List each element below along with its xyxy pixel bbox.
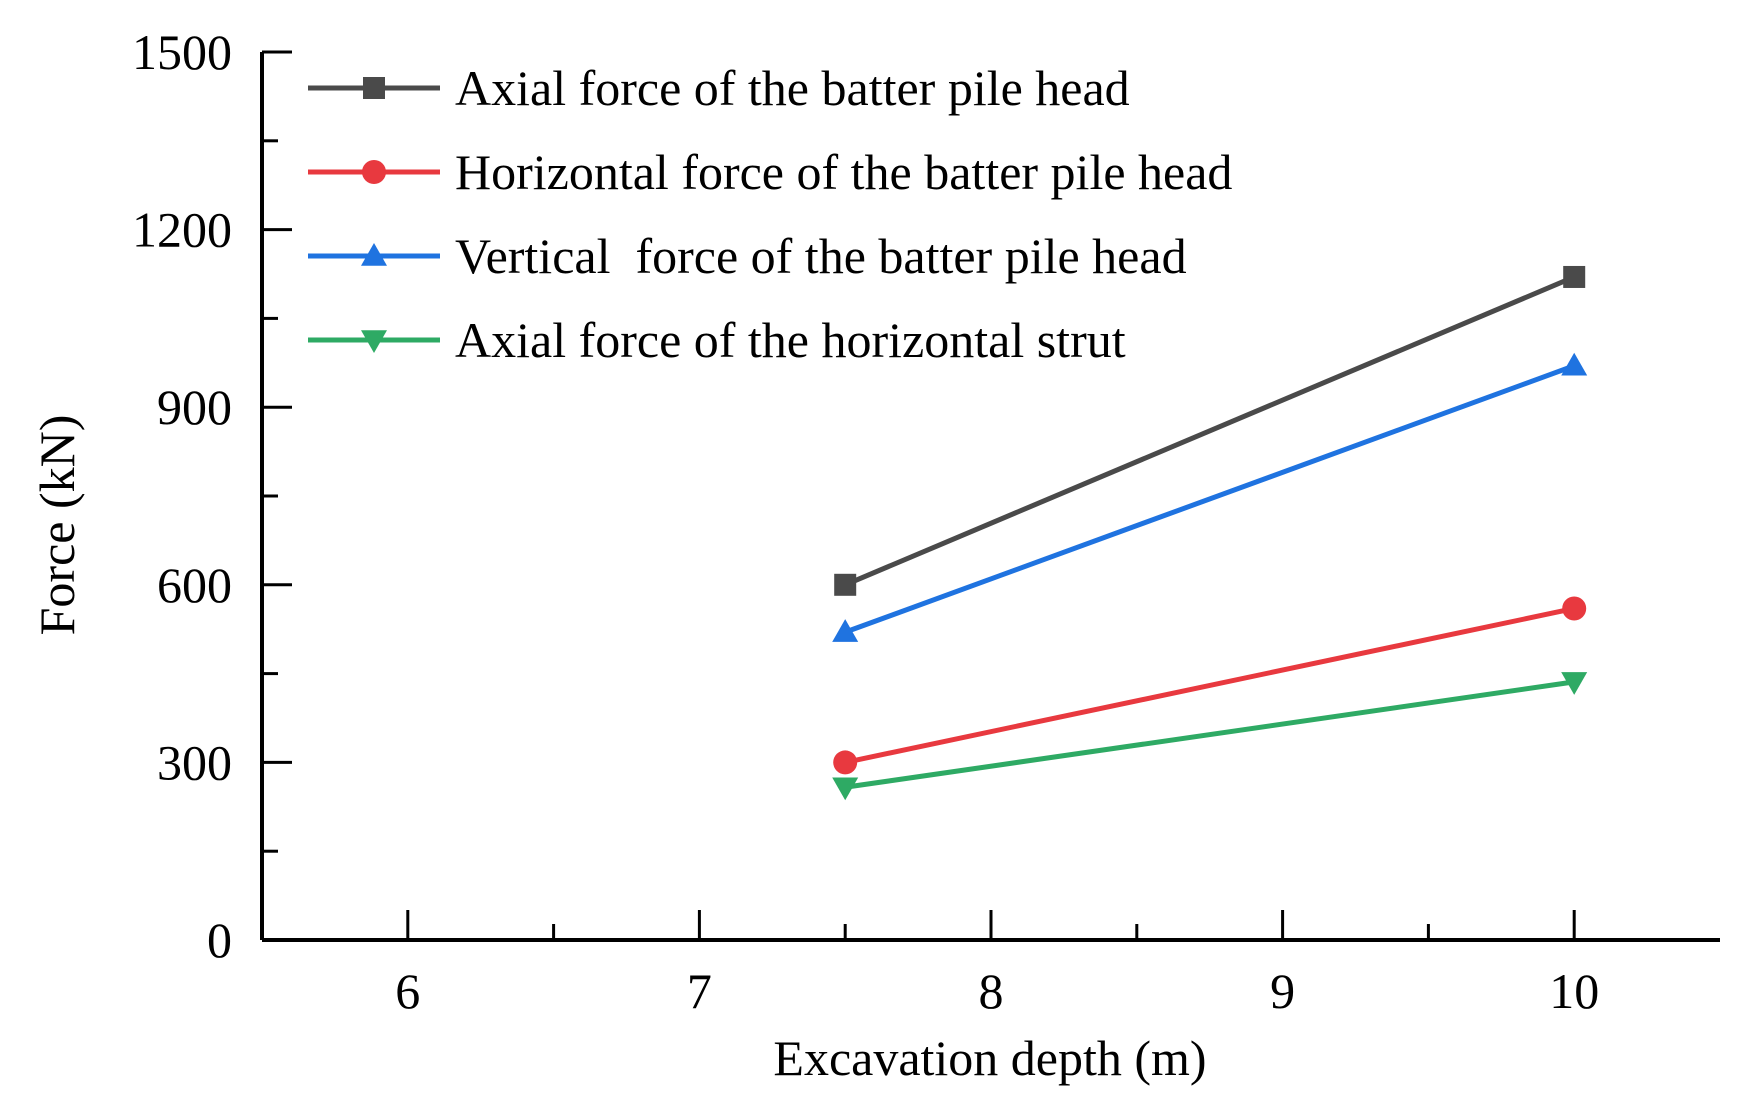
series-2 xyxy=(833,596,1587,775)
x-tick-label: 6 xyxy=(395,963,420,1019)
data-point xyxy=(833,750,858,775)
data-point xyxy=(1561,672,1588,695)
legend-item: Axial force of the horizontal strut xyxy=(308,312,1126,368)
data-point xyxy=(1563,265,1586,288)
series-line xyxy=(844,274,1576,588)
x-tick-label: 10 xyxy=(1549,963,1599,1019)
y-tick-label: 1500 xyxy=(132,24,232,80)
y-axis-title: Force (kN) xyxy=(29,415,85,636)
legend-item: Horizontal force of the batter pile head xyxy=(308,144,1232,200)
data-point xyxy=(832,777,859,801)
legend-marker xyxy=(363,77,385,99)
legend-marker xyxy=(361,330,387,353)
legend: Axial force of the batter pile head Horiz… xyxy=(308,60,1232,368)
series-line xyxy=(844,606,1575,765)
legend-item: Axial force of the batter pile head xyxy=(308,60,1130,116)
x-tick-label: 7 xyxy=(687,963,712,1019)
data-point xyxy=(1562,596,1587,621)
data-point xyxy=(834,573,857,596)
legend-label: Axial force of the horizontal strut xyxy=(455,312,1126,368)
legend-marker xyxy=(362,160,386,184)
legend-marker xyxy=(361,243,387,266)
legend-label: Horizontal force of the batter pile head xyxy=(455,144,1232,200)
legend-label: Axial force of the batter pile head xyxy=(455,60,1130,116)
data-point xyxy=(832,619,859,642)
x-tick-label: 8 xyxy=(979,963,1004,1019)
y-tick-label: 1200 xyxy=(132,202,232,258)
y-tick-label: 0 xyxy=(207,912,232,968)
data-point xyxy=(1561,352,1588,376)
x-axis-title: Excavation depth (m) xyxy=(773,1030,1206,1086)
legend-label: Vertical force of the batter pile head xyxy=(455,228,1187,284)
series-line xyxy=(844,363,1576,635)
y-tick-label: 900 xyxy=(157,379,232,435)
series-layer xyxy=(832,265,1588,801)
series-1 xyxy=(834,265,1586,596)
legend-item: Vertical force of the batter pile head xyxy=(308,228,1187,284)
y-tick-label: 300 xyxy=(157,734,232,790)
series-4 xyxy=(832,672,1588,801)
axes: 6 7 8 9 10 0 300 600 900 1200 1500 xyxy=(132,24,1720,1019)
y-tick-label: 600 xyxy=(157,557,232,613)
series-line xyxy=(844,679,1575,790)
series-3 xyxy=(832,352,1588,642)
x-tick-label: 9 xyxy=(1270,963,1295,1019)
